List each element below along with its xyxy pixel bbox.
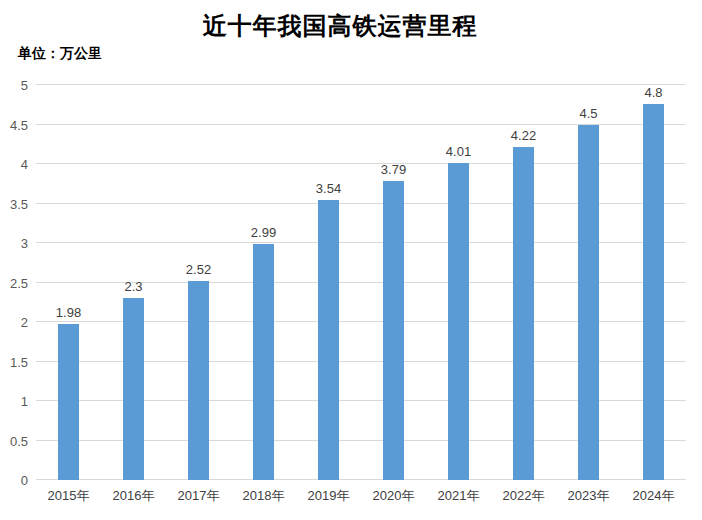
bar-cell: 2.3 [101,85,166,480]
data-label: 3.54 [316,181,341,196]
bar [383,181,404,480]
x-tick-label: 2018年 [231,487,296,505]
x-tick-label: 2017年 [166,487,231,505]
data-label: 2.52 [186,262,211,277]
x-tick-label: 2023年 [556,487,621,505]
y-tick-label: 2.5 [0,276,28,291]
y-tick-label: 3 [0,236,28,251]
bar [643,104,664,480]
plot-area: 1.98 2.3 2.52 2.99 3.54 3.79 4.01 4.22 4.5 4.8 [36,85,686,480]
chart-window: 近十年我国高铁运营里程 单位：万公里 00.511.522.533.544.55… [0,0,702,520]
bar-cell: 4.22 [491,85,556,480]
bar-cell: 3.54 [296,85,361,480]
y-tick-label: 2 [0,315,28,330]
bar [513,147,534,480]
bar-cell: 4.5 [556,85,621,480]
x-tick-label: 2020年 [361,487,426,505]
bar-cell: 2.99 [231,85,296,480]
bar-cell: 3.79 [361,85,426,480]
bar-cell: 2.52 [166,85,231,480]
bar [578,125,599,481]
y-tick-label: 1.5 [0,355,28,370]
bar [123,298,144,480]
y-axis: 00.511.522.533.544.55 [0,85,28,480]
bar [253,244,274,480]
bar-cell: 1.98 [36,85,101,480]
x-tick-label: 2022年 [491,487,556,505]
x-tick-label: 2015年 [36,487,101,505]
bar [188,281,209,480]
data-label: 4.22 [511,128,536,143]
x-tick-label: 2019年 [296,487,361,505]
y-tick-label: 0 [0,473,28,488]
bars-row: 1.98 2.3 2.52 2.99 3.54 3.79 4.01 4.22 4.5 4.8 [36,85,686,480]
bar-cell: 4.01 [426,85,491,480]
y-tick-label: 0.5 [0,434,28,449]
data-label: 3.79 [381,162,406,177]
x-tick-label: 2021年 [426,487,491,505]
y-tick-label: 4.5 [0,118,28,133]
unit-label: 单位：万公里 [18,45,102,63]
y-tick-label: 1 [0,394,28,409]
bar [318,200,339,480]
bar [448,163,469,480]
x-axis: 2015年2016年2017年2018年2019年2020年2021年2022年… [36,487,686,505]
bar [58,324,79,480]
x-tick-label: 2024年 [621,487,686,505]
data-label: 2.3 [124,279,142,294]
chart-title: 近十年我国高铁运营里程 [0,10,680,42]
data-label: 4.01 [446,144,471,159]
data-label: 4.8 [644,85,662,100]
y-tick-label: 3.5 [0,197,28,212]
y-tick-label: 4 [0,157,28,172]
data-label: 2.99 [251,225,276,240]
data-label: 4.5 [579,106,597,121]
x-tick-label: 2016年 [101,487,166,505]
bar-cell: 4.8 [621,85,686,480]
y-tick-label: 5 [0,78,28,93]
data-label: 1.98 [56,305,81,320]
